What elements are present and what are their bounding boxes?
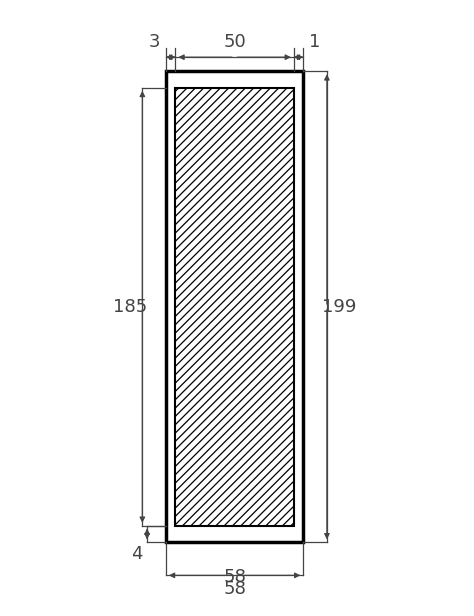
Text: 185: 185 (113, 298, 148, 316)
Text: 3: 3 (149, 33, 160, 51)
Bar (175, 88, 294, 525)
Text: 58: 58 (223, 568, 246, 586)
Text: 58: 58 (223, 580, 246, 598)
Text: 50: 50 (223, 33, 246, 51)
Text: 4: 4 (131, 545, 142, 562)
Bar (166, 71, 303, 542)
Text: 199: 199 (321, 298, 356, 316)
Text: 1: 1 (309, 33, 320, 51)
